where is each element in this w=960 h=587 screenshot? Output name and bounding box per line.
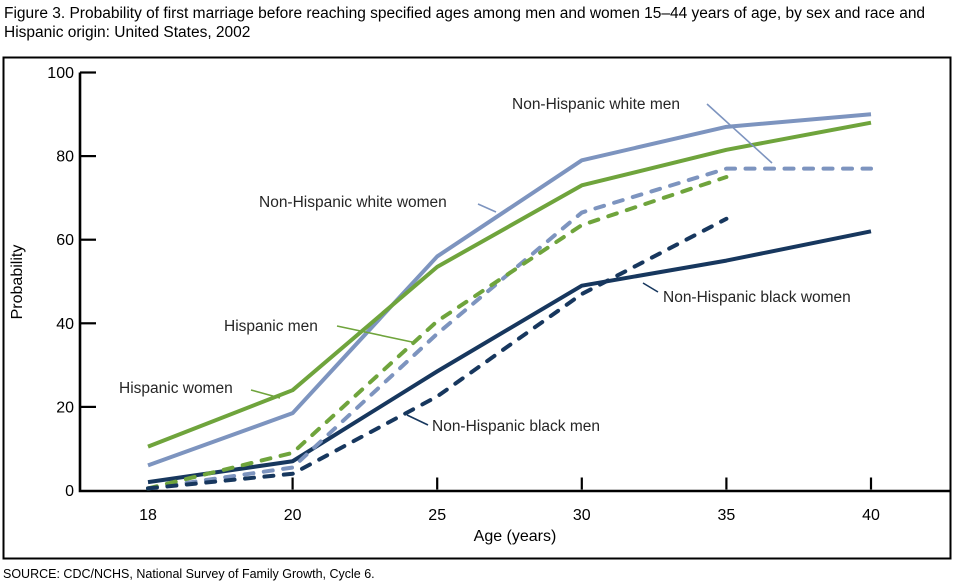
x-tick-label: 30 xyxy=(573,507,591,524)
annotation-leader xyxy=(250,389,281,399)
y-tick-label: 80 xyxy=(56,149,74,166)
x-tick-label: 35 xyxy=(718,507,736,524)
series-line-hispanic-women xyxy=(147,120,872,449)
series-label: Non-Hispanic white women xyxy=(259,194,447,211)
y-tick-label: 0 xyxy=(65,483,74,500)
x-tick-label: 20 xyxy=(284,507,302,524)
series-line-non-hispanic-black-men xyxy=(146,216,729,491)
series-line-non-hispanic-white-women xyxy=(147,112,872,468)
source-note: SOURCE: CDC/NCHS, National Survey of Fam… xyxy=(3,567,375,581)
annotation-leader xyxy=(336,325,413,343)
y-tick-label: 100 xyxy=(47,65,74,82)
y-axis-title: Probability xyxy=(9,244,26,320)
annotation-leader xyxy=(706,103,773,164)
x-tick-label: 25 xyxy=(428,507,446,524)
axis-lines xyxy=(78,72,950,493)
chart-frame xyxy=(2,56,952,560)
series-label: Hispanic men xyxy=(224,318,318,335)
annotation-leader xyxy=(477,203,497,213)
x-tick-label: 18 xyxy=(139,507,157,524)
series-line-hispanic-men xyxy=(146,175,729,491)
series-label: Non-Hispanic white men xyxy=(512,96,680,113)
annotation-leader xyxy=(642,282,659,293)
y-tick-label: 60 xyxy=(56,232,74,249)
y-tick-label: 20 xyxy=(56,399,74,416)
x-axis-title: Age (years) xyxy=(473,528,557,545)
y-tick-label: 40 xyxy=(56,316,74,333)
annotation-leader xyxy=(406,414,429,426)
series-label: Hispanic women xyxy=(119,380,233,397)
figure-title: Figure 3. Probability of first marriage … xyxy=(4,5,926,41)
series-label: Non-Hispanic black men xyxy=(432,418,600,435)
x-tick-label: 40 xyxy=(862,507,880,524)
series-line-non-hispanic-black-women xyxy=(147,229,872,485)
series-label: Non-Hispanic black women xyxy=(663,289,851,306)
